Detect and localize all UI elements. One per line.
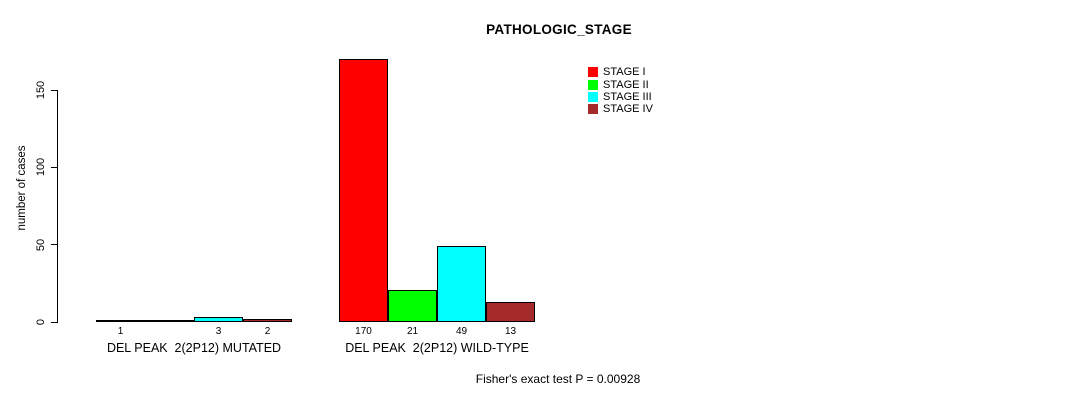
bar-stage-i (339, 59, 388, 322)
y-axis-title: number of cases (16, 145, 28, 231)
legend-color-swatch (588, 104, 598, 115)
x-axis-group-label: DEL PEAK 2(2P12) MUTATED (106, 341, 282, 355)
legend-label: STAGE I (603, 66, 646, 79)
legend-item: STAGE III (588, 91, 653, 103)
legend-color-swatch (588, 91, 598, 102)
y-axis-tick-label: 100 (35, 158, 47, 177)
bar-value-label: 1 (117, 326, 124, 337)
legend-item: STAGE I (588, 66, 653, 78)
bar-value-label: 2 (264, 326, 271, 337)
legend-color-swatch (588, 67, 598, 78)
bar-stage-ii (145, 320, 194, 322)
bar-value-label: 3 (215, 326, 222, 337)
bar-value-label: 13 (504, 326, 517, 337)
legend: STAGE I STAGE II STAGE III STAGE IV (588, 66, 653, 116)
y-axis-tick-mark (51, 89, 58, 91)
chart-title: PATHOLOGIC_STAGE (486, 22, 632, 37)
bar-value-label: 170 (355, 326, 372, 337)
bar-stage-ii (388, 290, 437, 322)
legend-label: STAGE IV (603, 103, 653, 116)
bar-stage-iii (194, 317, 243, 322)
bar-value-label: 49 (455, 326, 468, 337)
y-axis-line (57, 90, 58, 323)
bar-stage-iv (243, 319, 292, 322)
legend-label: STAGE III (603, 90, 652, 103)
y-axis-tick-mark (51, 321, 58, 323)
bar-stage-i (96, 320, 145, 322)
fisher-exact-test-annotation: Fisher's exact test P = 0.00928 (475, 372, 641, 386)
y-axis-tick-label: 50 (35, 238, 47, 251)
legend-label: STAGE II (603, 78, 649, 91)
x-axis-group-label: DEL PEAK 2(2P12) WILD-TYPE (345, 341, 529, 355)
y-axis-tick-mark (51, 244, 58, 246)
bar-stage-iii (437, 246, 486, 322)
legend-item: STAGE IV (588, 103, 653, 115)
y-axis-tick-mark (51, 166, 58, 168)
y-axis-tick-label: 0 (35, 318, 47, 326)
legend-color-swatch (588, 79, 598, 90)
y-axis-tick-label: 150 (35, 80, 47, 100)
legend-item: STAGE II (588, 78, 653, 91)
bar-stage-iv (486, 302, 535, 322)
bar-value-label: 21 (406, 326, 419, 337)
